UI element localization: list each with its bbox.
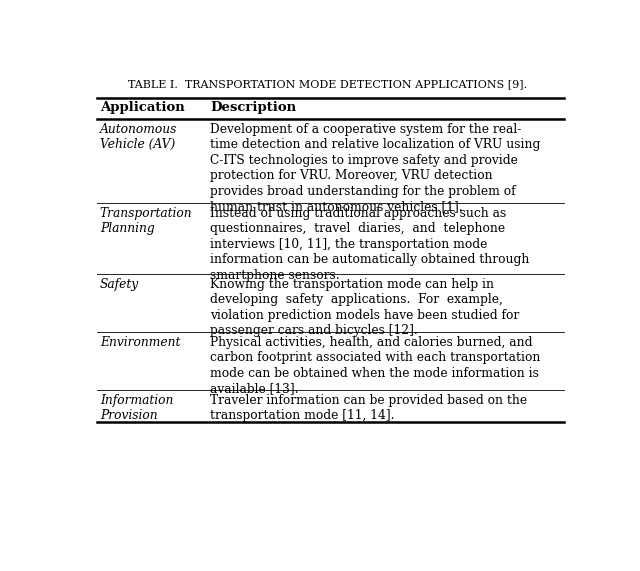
- Text: Traveler information can be provided based on the
transportation mode [11, 14].: Traveler information can be provided bas…: [210, 393, 527, 422]
- Text: Development of a cooperative system for the real-
time detection and relative lo: Development of a cooperative system for …: [210, 123, 540, 213]
- Text: Safety: Safety: [100, 278, 139, 291]
- Text: TABLE I.  TRANSPORTATION MODE DETECTION APPLICATIONS [9].: TABLE I. TRANSPORTATION MODE DETECTION A…: [129, 79, 527, 90]
- Text: Information
Provision: Information Provision: [100, 393, 173, 422]
- Text: Transportation
Planning: Transportation Planning: [100, 207, 193, 235]
- Text: Description: Description: [210, 102, 296, 115]
- Text: Autonomous
Vehicle (AV): Autonomous Vehicle (AV): [100, 123, 177, 151]
- Text: Environment: Environment: [100, 336, 180, 349]
- Text: Knowing the transportation mode can help in
developing  safety  applications.  F: Knowing the transportation mode can help…: [210, 278, 519, 337]
- Text: Instead of using traditional approaches such as
questionnaires,  travel  diaries: Instead of using traditional approaches …: [210, 207, 529, 282]
- Text: Physical activities, health, and calories burned, and
carbon footprint associate: Physical activities, health, and calorie…: [210, 336, 540, 395]
- Text: Application: Application: [100, 102, 184, 115]
